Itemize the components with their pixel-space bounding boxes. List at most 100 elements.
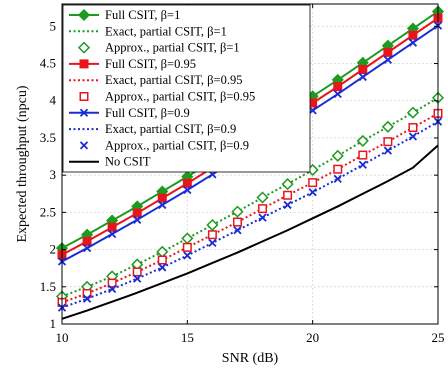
y-tick-label: 4.5 [40, 56, 56, 71]
legend-entry: No CSIT [69, 155, 151, 169]
series-7 [61, 120, 439, 309]
series-line [61, 96, 439, 298]
y-tick-label: 1.5 [40, 279, 56, 294]
data-point [381, 120, 394, 133]
data-point [79, 92, 89, 101]
data-point [183, 185, 192, 195]
legend-entry: Approx., partial CSIT, β=0.9 [79, 138, 249, 152]
data-point [132, 267, 142, 277]
data-point [181, 232, 194, 245]
legend-label: Exact, partial CSIT, β=1 [105, 24, 227, 38]
x-tick-label: 20 [306, 330, 319, 345]
data-point [79, 108, 89, 117]
data-point [157, 193, 167, 203]
plot-frame [61, 3, 439, 325]
data-point [408, 30, 418, 40]
legend-label: Full CSIT, β=1 [105, 8, 180, 22]
legend-label: Approx., partial CSIT, β=0.95 [105, 90, 255, 104]
data-point [358, 160, 367, 169]
y-axis-label: Expected throughput (npcu) [15, 85, 30, 242]
y-tick-label: 3 [50, 167, 57, 182]
series-line [61, 120, 439, 309]
data-point [82, 288, 92, 298]
data-point [333, 174, 342, 184]
data-point [79, 59, 89, 69]
data-point [356, 134, 369, 147]
data-point [258, 213, 267, 222]
data-point [133, 215, 142, 224]
data-point [383, 55, 393, 64]
data-point [333, 164, 343, 174]
data-point [132, 208, 142, 218]
data-point [77, 41, 91, 54]
legend-entry: Exact, partial CSIT, β=0.9 [69, 122, 236, 136]
data-point [182, 178, 192, 188]
data-point [331, 149, 344, 162]
data-point [107, 278, 117, 288]
data-point [283, 200, 292, 210]
series-4 [61, 112, 439, 304]
legend-entry: Full CSIT, β=0.9 [69, 106, 190, 120]
y-tick-label: 4 [50, 93, 57, 108]
data-point [208, 238, 217, 248]
series-9 [61, 144, 439, 320]
data-point [333, 82, 343, 92]
data-point [156, 245, 169, 258]
data-point [232, 217, 242, 227]
data-point [383, 47, 393, 57]
data-point [358, 64, 368, 74]
data-point [107, 284, 117, 294]
legend-label: Approx., partial CSIT, β=0.9 [105, 138, 249, 152]
data-point [82, 236, 92, 246]
data-point [406, 106, 419, 119]
plot-area [55, 5, 445, 320]
x-tick-label: 15 [181, 330, 194, 345]
data-point [158, 200, 167, 210]
data-point [77, 8, 91, 22]
y-tick-label: 3.5 [40, 130, 56, 145]
y-tick-label: 2.5 [40, 204, 56, 219]
x-tick-label: 25 [432, 330, 445, 345]
legend-label: Full CSIT, β=0.9 [105, 106, 190, 120]
y-tick-label: 1 [50, 316, 57, 331]
y-tick-label: 2 [50, 242, 57, 257]
data-point [358, 72, 367, 82]
data-point [383, 137, 393, 147]
x-tick-label: 10 [56, 330, 69, 345]
data-point [408, 38, 418, 47]
data-point [107, 222, 117, 232]
data-point [158, 263, 167, 272]
series-line [61, 144, 439, 320]
data-point [283, 190, 293, 200]
data-point [231, 205, 244, 218]
data-point [79, 141, 89, 150]
legend-entry: Approx., partial CSIT, β=1 [77, 41, 240, 55]
legend-label: Full CSIT, β=0.95 [105, 57, 196, 71]
legend-label: Exact, partial CSIT, β=0.95 [105, 73, 242, 87]
data-point [383, 146, 393, 155]
data-point [182, 242, 192, 252]
series-1 [61, 96, 439, 298]
legend-entry: Approx., partial CSIT, β=0.95 [79, 90, 255, 104]
data-point [258, 204, 268, 214]
y-tick-label: 5 [50, 18, 57, 33]
x-axis-label: SNR (dB) [222, 351, 279, 366]
legend-entry: Exact, partial CSIT, β=0.95 [69, 73, 242, 87]
data-point [107, 229, 117, 239]
data-point [157, 255, 167, 265]
data-point [333, 89, 342, 99]
data-point [281, 178, 294, 191]
data-point [82, 294, 92, 303]
legend-label: No CSIT [105, 155, 151, 169]
data-point [358, 150, 368, 160]
legend: Full CSIT, β=1 Exact, partial CSIT, β=1 Ap… [62, 4, 311, 173]
legend-label: Approx., partial CSIT, β=1 [105, 41, 240, 55]
legend-entry: Full CSIT, β=1 [69, 8, 180, 22]
data-point [408, 132, 418, 141]
data-point [206, 218, 219, 232]
data-point [133, 274, 142, 283]
data-point [233, 226, 242, 235]
data-point [256, 191, 269, 204]
legend-label: Exact, partial CSIT, β=0.9 [105, 122, 236, 136]
